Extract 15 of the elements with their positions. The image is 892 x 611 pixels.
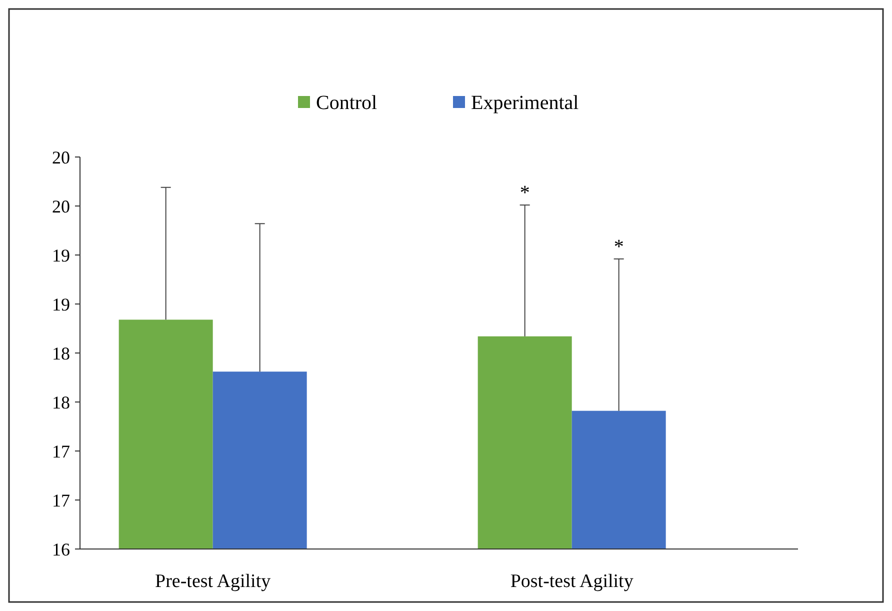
y-tick-label: 20 bbox=[52, 147, 70, 168]
x-tick-label: Pre-test Agility bbox=[155, 571, 272, 592]
y-tick-label: 17 bbox=[52, 441, 70, 462]
y-tick-label: 19 bbox=[52, 245, 70, 266]
legend-label: Experimental bbox=[471, 92, 580, 114]
y-tick-label: 19 bbox=[52, 294, 70, 314]
y-tick-label: 18 bbox=[52, 392, 70, 412]
x-tick-label: Post-test Agility bbox=[510, 571, 634, 592]
annotation: * bbox=[614, 236, 624, 258]
y-tick-label: 17 bbox=[52, 490, 70, 510]
legend-label: Control bbox=[316, 92, 378, 114]
annotation: * bbox=[520, 182, 530, 204]
y-tick-label: 16 bbox=[52, 539, 70, 560]
y-tick-label: 20 bbox=[52, 196, 70, 216]
y-tick-label: 18 bbox=[52, 343, 70, 364]
